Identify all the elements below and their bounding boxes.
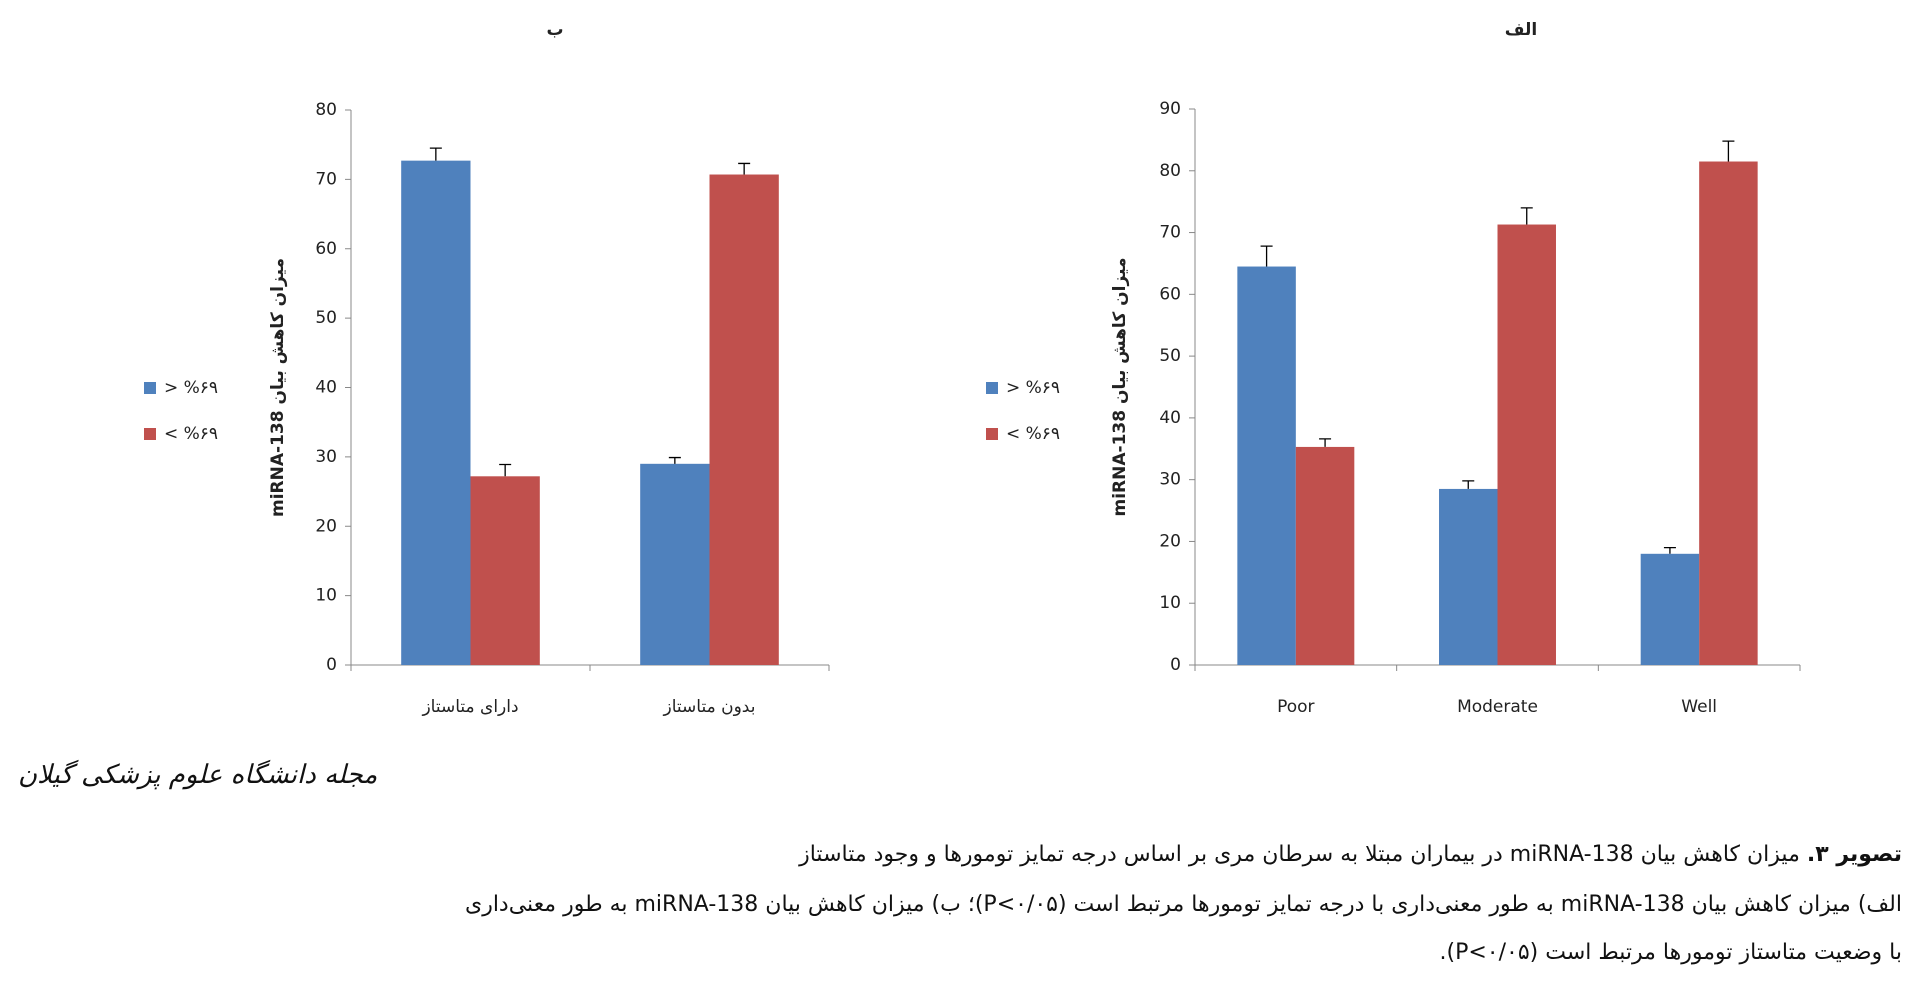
legend-swatch: [144, 382, 156, 394]
y-tick-label: 70: [1159, 223, 1181, 243]
y-tick-label: 0: [326, 655, 337, 675]
legend-swatch: [144, 428, 156, 440]
legend-label: < %۶۹: [164, 424, 218, 444]
x-tick-label: Poor: [1277, 697, 1314, 717]
bar: [470, 476, 540, 665]
y-tick-label: 50: [315, 308, 337, 328]
y-tick-label: 0: [1170, 655, 1181, 675]
y-tick-label: 20: [1159, 531, 1181, 551]
error-bar: [668, 456, 681, 464]
legend-label: > %۶۹: [1006, 378, 1060, 398]
bar: [1699, 161, 1758, 665]
y-tick-label: 50: [1159, 346, 1181, 366]
error-bar: [1722, 140, 1735, 162]
y-tick-label: 20: [315, 516, 337, 536]
caption-text: میزان کاهش بیان miRNA-138 در بیماران مبت…: [799, 842, 1800, 867]
error-bar: [738, 162, 751, 175]
legend-swatch: [986, 382, 998, 394]
y-tick-label: 80: [1159, 161, 1181, 181]
bar: [401, 160, 471, 666]
bar: [1439, 488, 1498, 665]
bar: [1295, 446, 1355, 665]
chart-title: الف: [1505, 20, 1537, 40]
y-tick-label: 30: [315, 447, 337, 467]
y-axis-label: میزان کاهش بیان miRNA-138: [268, 258, 288, 517]
y-tick-label: 30: [1159, 470, 1181, 490]
error-bar: [1319, 438, 1332, 447]
y-tick-label: 60: [1159, 284, 1181, 304]
x-tick-label: Well: [1681, 697, 1717, 717]
bar: [709, 174, 779, 666]
y-tick-label: 80: [315, 100, 337, 120]
y-tick-label: 70: [315, 169, 337, 189]
caption-line: الف) میزان کاهش بیان miRNA-138 به طور مع…: [464, 892, 1902, 917]
y-tick-label: 60: [315, 239, 337, 259]
y-tick-label: 90: [1159, 99, 1181, 119]
error-bar: [1663, 546, 1676, 554]
caption-line: با وضعیت متاستاز تومورها مرتبط است (P<۰/…: [1439, 940, 1902, 965]
legend-label: < %۶۹: [1006, 424, 1060, 444]
x-tick-label: دارای متاستاز: [421, 697, 518, 717]
y-axis-label: میزان کاهش بیان miRNA-138: [1110, 258, 1130, 517]
error-bar: [1520, 207, 1533, 225]
y-tick-label: 40: [1159, 408, 1181, 428]
chart-title: ب: [546, 20, 563, 40]
x-tick-label: Moderate: [1457, 697, 1538, 717]
y-tick-label: 10: [315, 586, 337, 606]
bar: [1640, 553, 1700, 665]
journal-logo: مجله دانشگاه علوم پزشکی گیلان: [18, 760, 378, 790]
bar: [1237, 266, 1296, 665]
legend-label: > %۶۹: [164, 378, 218, 398]
caption-line: تصویر ۳. میزان کاهش بیان miRNA-138 در بی…: [799, 842, 1902, 867]
error-bar: [1462, 480, 1475, 489]
caption-label: تصویر ۳.: [1806, 842, 1902, 867]
error-bar: [499, 463, 512, 477]
x-tick-label: بدون متاستاز: [663, 697, 756, 717]
bar: [1497, 224, 1556, 665]
legend-swatch: [986, 428, 998, 440]
y-tick-label: 40: [315, 378, 337, 398]
y-tick-label: 10: [1159, 593, 1181, 613]
error-bar: [429, 147, 442, 161]
error-bar: [1260, 245, 1273, 267]
bar: [640, 463, 710, 665]
